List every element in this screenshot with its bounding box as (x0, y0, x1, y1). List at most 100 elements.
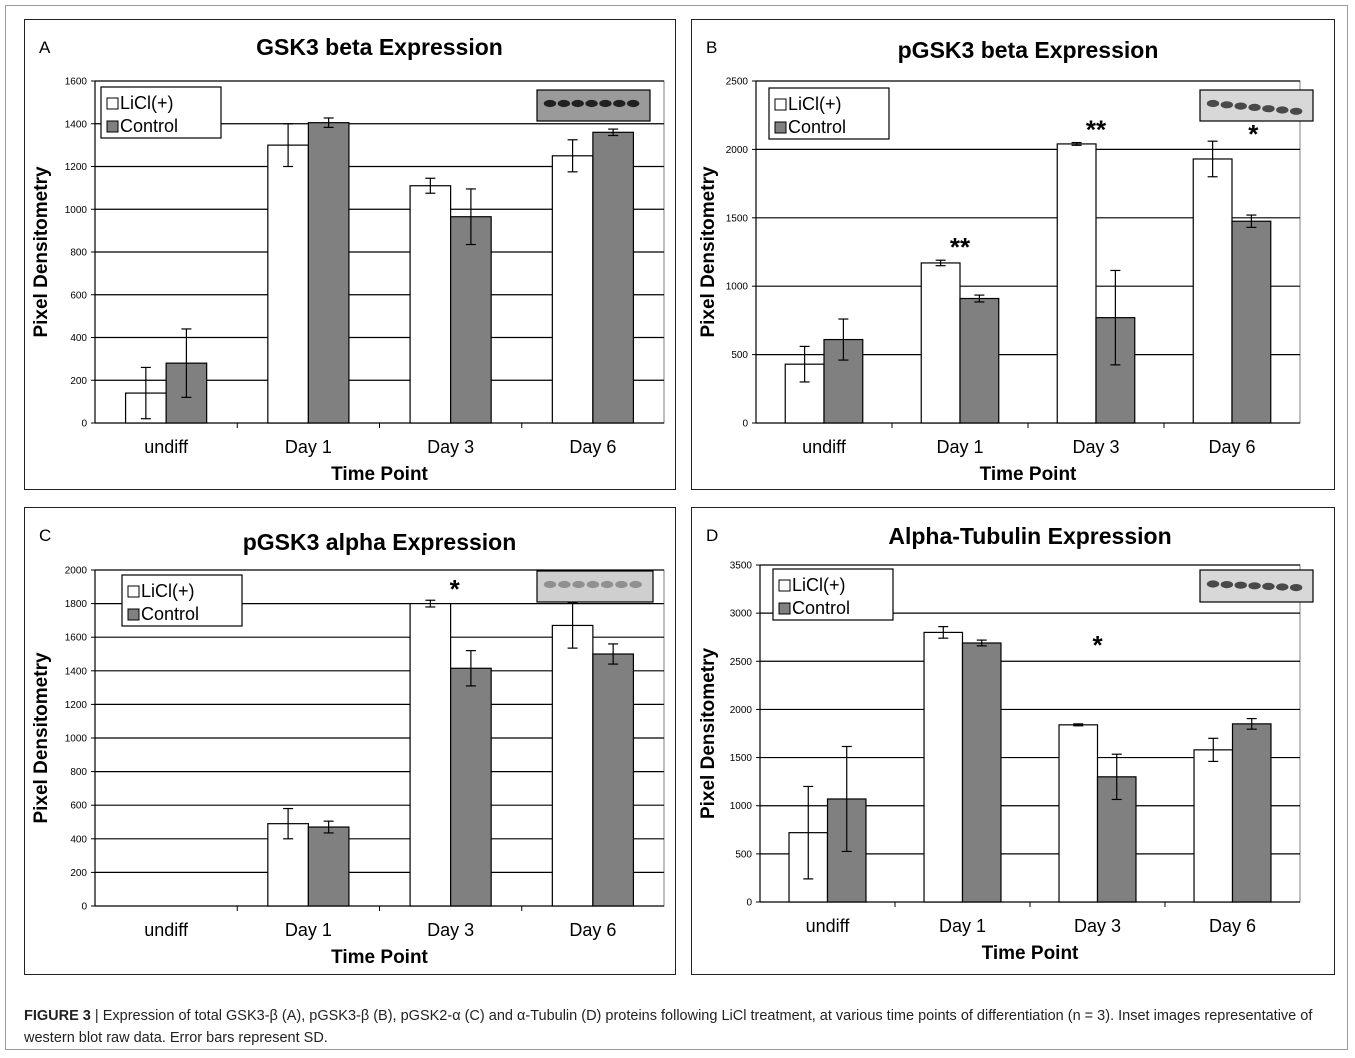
error-bar (323, 820, 334, 834)
bar-control (450, 667, 492, 907)
error-bar (935, 259, 946, 267)
bar-licl (551, 155, 594, 424)
x-tick-label: undiff (806, 916, 851, 936)
blot-band (600, 580, 614, 589)
y-tick-label: 0 (81, 902, 87, 913)
error-bar (181, 328, 192, 398)
chart-title: pGSK3 alpha Expression (243, 529, 517, 555)
legend-swatch-control (778, 602, 791, 615)
y-tick-label: 1000 (65, 734, 88, 745)
blot-band (1220, 581, 1234, 589)
y-tick-label: 2000 (65, 566, 88, 577)
legend-swatch-licl (774, 98, 787, 111)
caption-label: FIGURE 3 (24, 1008, 91, 1024)
bar-control (592, 131, 635, 424)
error-bar (1110, 269, 1121, 366)
x-axis-title: Time Point (331, 464, 428, 485)
significance-marker: * (450, 574, 461, 604)
western-blot-inset (536, 570, 654, 603)
error-bar (608, 128, 619, 137)
bar-licl (1192, 158, 1233, 424)
legend-label: LiCl(+) (788, 94, 842, 114)
bar-licl (551, 624, 594, 907)
error-bar (1071, 141, 1082, 146)
blot-band (586, 580, 600, 589)
error-bar (1207, 140, 1218, 178)
legend-label: LiCl(+) (792, 575, 846, 595)
legend: LiCl(+) Control (100, 86, 222, 139)
x-tick-label: Day 6 (1208, 437, 1255, 457)
y-tick-label: 1600 (65, 77, 88, 88)
significance-marker: ** (950, 232, 971, 262)
blot-band (1248, 103, 1261, 111)
x-tick-label: Day 3 (427, 437, 474, 457)
blot-band (615, 580, 628, 589)
blot-band (1262, 105, 1275, 113)
western-blot-inset (1199, 89, 1314, 122)
significance-marker: * (1092, 630, 1103, 660)
legend-label: Control (788, 117, 846, 137)
y-tick-label: 1400 (65, 666, 88, 677)
y-tick-label: 600 (70, 801, 87, 812)
blot-band (543, 580, 557, 589)
panel-d: D Alpha-Tubulin Expression 0 500 1000 1500 200… (691, 507, 1335, 975)
error-bar (803, 785, 814, 880)
x-tick-label: undiff (144, 437, 189, 457)
y-tick-label: 1000 (65, 205, 88, 216)
figure-frame (5, 5, 1348, 1050)
error-bar (838, 318, 849, 361)
blot-band (571, 99, 584, 108)
error-bar (974, 294, 985, 303)
bar-control (1231, 220, 1272, 424)
x-tick-label: undiff (144, 920, 189, 940)
bar-control (307, 122, 350, 424)
error-bar (425, 599, 436, 608)
y-axis-title: Pixel Densitometry (698, 166, 719, 337)
panel-a: A GSK3 beta Expression 0 200 400 600 800 1000 12… (24, 19, 676, 490)
blot-band (1289, 107, 1303, 115)
blot-band (1206, 580, 1220, 588)
error-bar (976, 639, 987, 647)
panel-letter: A (39, 38, 51, 57)
x-tick-label: Day 3 (427, 920, 474, 940)
y-tick-label: 1000 (730, 801, 753, 812)
figure-caption: FIGURE 3 | Expression of total GSK3-β (A… (24, 1005, 1324, 1049)
x-tick-label: Day 3 (1072, 437, 1119, 457)
error-bar (567, 602, 578, 649)
y-tick-label: 2000 (730, 705, 753, 716)
bar-licl (1058, 724, 1099, 903)
y-tick-label: 3000 (730, 609, 753, 620)
x-tick-label: undiff (802, 437, 847, 457)
x-tick-label: Day 6 (1209, 916, 1256, 936)
legend-swatch-licl (127, 585, 140, 598)
y-tick-label: 500 (735, 849, 752, 860)
blot-band (613, 99, 626, 108)
error-bar (323, 117, 334, 128)
error-bar (938, 626, 949, 639)
error-bar (1246, 214, 1257, 228)
chart-title: GSK3 beta Expression (256, 34, 503, 60)
y-tick-label: 1200 (65, 162, 88, 173)
y-tick-label: 200 (70, 868, 87, 879)
x-tick-label: Day 6 (569, 437, 616, 457)
legend-label: Control (120, 116, 178, 136)
error-bar (1111, 753, 1122, 801)
y-tick-label: 1800 (65, 599, 88, 610)
legend: LiCl(+) Control (772, 568, 894, 621)
bar-control (961, 642, 1002, 903)
blot-band (572, 580, 585, 589)
blot-band (1206, 99, 1220, 108)
x-axis-title: Time Point (331, 947, 428, 968)
x-tick-label: Day 3 (1074, 916, 1121, 936)
x-tick-label: Day 6 (569, 920, 616, 940)
blot-band (543, 99, 557, 108)
bar-licl (1193, 749, 1234, 903)
y-tick-label: 800 (70, 767, 87, 778)
bar-control (1231, 723, 1272, 903)
blot-band (626, 99, 640, 108)
blot-band (1234, 581, 1247, 589)
error-bar (140, 366, 151, 420)
y-tick-label: 1500 (730, 753, 753, 764)
